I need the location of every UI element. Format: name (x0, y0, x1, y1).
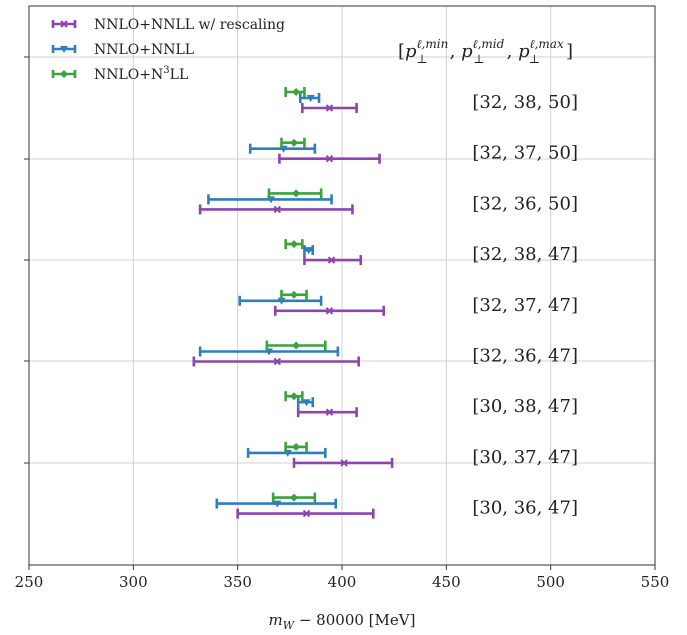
marker-diamond (290, 138, 299, 147)
marker-diamond (292, 189, 301, 198)
grid-lines (29, 6, 655, 565)
x-tick-label: 400 (328, 573, 357, 591)
config-label: [32, 38, 47] (472, 244, 578, 265)
config-label: [32, 36, 47] (472, 346, 578, 367)
error-bars (192, 87, 394, 519)
x-ticks: 250 300 350 400 450 500 550 (15, 565, 670, 591)
marker-x (325, 307, 334, 315)
marker-diamond (292, 442, 301, 451)
x-tick-label: 500 (536, 573, 565, 591)
legend-marker (60, 70, 68, 78)
legend-marker (60, 20, 68, 28)
x-tick-label: 450 (432, 573, 461, 591)
marker-triangle (302, 399, 311, 407)
config-label: [30, 38, 47] (472, 396, 578, 417)
marker-x (273, 357, 282, 366)
x-tick-label: 250 (15, 573, 44, 591)
legend-entry-label: NNLO+NNLL (94, 42, 194, 58)
marker-diamond (292, 341, 301, 350)
marker-x (327, 256, 336, 264)
legend-entry-label: NNLO+N3LL (94, 65, 188, 83)
marker-triangle (304, 247, 313, 255)
config-labels: [32, 38, 50] [32, 37, 50] [32, 36, 50] [32,… (472, 92, 578, 519)
marker-x (325, 154, 334, 163)
marker-diamond (290, 290, 299, 299)
config-label: [30, 36, 47] (472, 498, 578, 519)
x-tick-label: 550 (641, 573, 670, 591)
marker-x (325, 104, 334, 112)
marker-diamond (292, 88, 301, 96)
marker-x (325, 408, 334, 416)
config-label: [30, 37, 47] (472, 447, 578, 468)
x-tick-label: 350 (223, 573, 252, 591)
legend-entry-label: NNLO+NNLL w/ rescaling (94, 17, 285, 33)
marker-x (340, 459, 348, 467)
marker-diamond (290, 392, 299, 401)
marker-triangle (306, 95, 315, 102)
legend-header: [pℓ,min ⊥, pℓ,mid ⊥, pℓ,max ⊥] (398, 37, 573, 66)
marker-diamond (290, 240, 299, 249)
config-label: [32, 38, 50] (472, 92, 578, 113)
legend: NNLO+NNLL w/ rescaling NNLO+NNLL NNLO+N3LL (51, 17, 285, 83)
config-label: [32, 37, 50] (472, 143, 578, 164)
legend-marker (60, 46, 68, 53)
marker-x (273, 205, 282, 214)
marker-triangle (273, 500, 282, 508)
config-label: [32, 37, 47] (472, 295, 578, 316)
x-axis-label: mW − 80000 [MeV] (269, 611, 416, 632)
marker-x (302, 509, 311, 518)
y-ticks (24, 56, 29, 464)
config-label: [32, 36, 50] (472, 193, 578, 214)
marker-diamond (290, 493, 299, 502)
x-tick-label: 300 (119, 573, 148, 591)
marker-triangle (277, 297, 286, 305)
